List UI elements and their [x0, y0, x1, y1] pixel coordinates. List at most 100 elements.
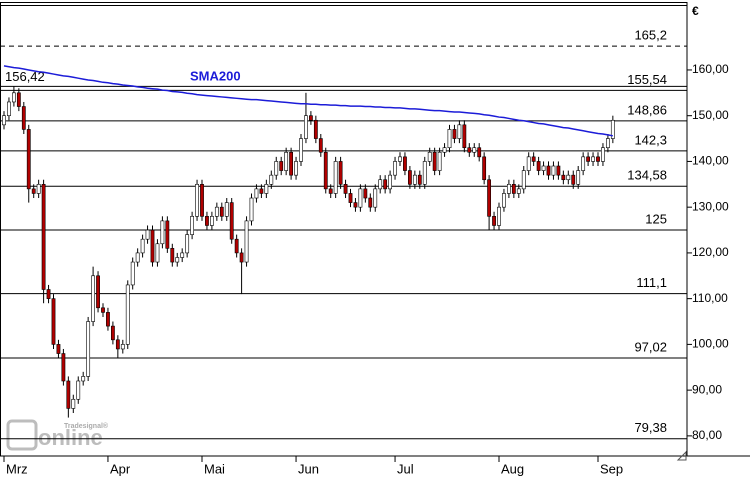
candle-body: [343, 184, 348, 194]
candle-body: [31, 188, 36, 194]
y-tick-label: 130,00: [692, 199, 729, 213]
candle-body: [115, 339, 120, 350]
candle-body: [36, 184, 41, 194]
candle-body: [511, 184, 516, 194]
candle-body: [284, 151, 289, 171]
candle-body: [417, 174, 422, 185]
candle-body: [596, 156, 600, 162]
candle-body: [388, 174, 393, 190]
watermark-brand: Tradesignal®: [64, 422, 109, 430]
x-tick-label: Apr: [110, 461, 131, 476]
currency-label: €: [692, 4, 699, 18]
candle-body: [506, 184, 511, 194]
candle-body: [224, 202, 229, 217]
candle-body: [556, 165, 561, 176]
watermark: online Tradesignal®: [6, 419, 109, 451]
candle-body: [219, 206, 224, 217]
candle-body: [393, 161, 397, 176]
candle-body: [541, 165, 546, 171]
candle-body: [145, 229, 150, 240]
candle-body: [234, 238, 239, 254]
candle-body: [546, 165, 551, 176]
candle-body: [383, 179, 388, 190]
candle-body: [373, 188, 378, 208]
candle-body: [338, 161, 343, 185]
watermark-text: online: [38, 425, 103, 450]
candle-body: [289, 151, 294, 176]
candle-body: [308, 115, 313, 121]
candle-body: [437, 151, 442, 171]
candle-body: [160, 220, 165, 245]
candle-body: [249, 197, 254, 222]
candle-body: [150, 229, 155, 263]
candle-body: [477, 147, 482, 158]
candle-body: [452, 129, 457, 139]
candle-body: [403, 156, 407, 171]
y-tick-label: 80,00: [692, 428, 722, 442]
candle-body: [21, 106, 26, 130]
candle-body: [581, 156, 586, 171]
y-tick-label: 140,00: [692, 154, 729, 168]
candle-body: [492, 216, 496, 226]
level-label: 111,1: [636, 275, 667, 290]
candle-body: [101, 307, 105, 313]
candle-body: [601, 147, 605, 162]
y-tick-label: 110,00: [692, 291, 728, 305]
candle-body: [200, 184, 204, 217]
candle-body: [348, 193, 353, 203]
level-label: 79,38: [634, 420, 667, 435]
level-label: 134,58: [627, 168, 667, 183]
candle-body: [26, 129, 31, 190]
y-tick-label: 100,00: [692, 337, 729, 351]
candle-body: [71, 398, 76, 409]
candle-body: [229, 202, 234, 240]
x-tick-label: Sep: [600, 461, 623, 476]
candle-body: [46, 289, 51, 299]
candle-body: [210, 216, 214, 226]
candle-body: [279, 161, 284, 171]
candle-body: [432, 151, 437, 171]
candle-body: [398, 156, 402, 162]
candle-body: [467, 147, 472, 153]
candle-body: [264, 184, 269, 194]
level-label: 148,86: [627, 102, 667, 117]
candle-body: [56, 344, 61, 354]
candle-body: [323, 151, 328, 190]
candle-body: [561, 174, 566, 181]
candle-body: [526, 156, 531, 171]
candle-body: [294, 161, 298, 176]
candle-body: [536, 161, 541, 171]
candle-body: [457, 124, 462, 139]
candle-body: [76, 380, 81, 400]
y-tick-label: 120,00: [692, 245, 729, 259]
x-tick-label: Mai: [204, 461, 225, 476]
candle-body: [165, 220, 170, 249]
candle-body: [551, 165, 556, 176]
candle-body: [571, 174, 576, 185]
y-tick-label: 90,00: [692, 382, 722, 396]
resize-icon: [676, 450, 687, 461]
candle-body: [502, 193, 506, 208]
candle-body: [462, 124, 467, 149]
candle-body: [333, 161, 338, 194]
candle-body: [125, 284, 130, 345]
candle-body: [66, 380, 71, 409]
candle-body: [531, 156, 536, 162]
candle-body: [135, 252, 140, 263]
candle-body: [106, 312, 110, 327]
candle-body: [140, 238, 145, 254]
candle-body: [516, 188, 521, 194]
candle-body: [299, 138, 303, 162]
candle-body: [205, 216, 209, 226]
level-label: 142,3: [634, 132, 667, 147]
candle-body: [61, 353, 66, 382]
candle-body: [16, 92, 21, 107]
candle-body: [2, 115, 6, 126]
x-tick-label: Jul: [397, 461, 414, 476]
candle-body: [170, 248, 175, 263]
level-label: 97,02: [634, 339, 667, 354]
candle-body: [120, 344, 125, 350]
candle-body: [195, 184, 199, 217]
